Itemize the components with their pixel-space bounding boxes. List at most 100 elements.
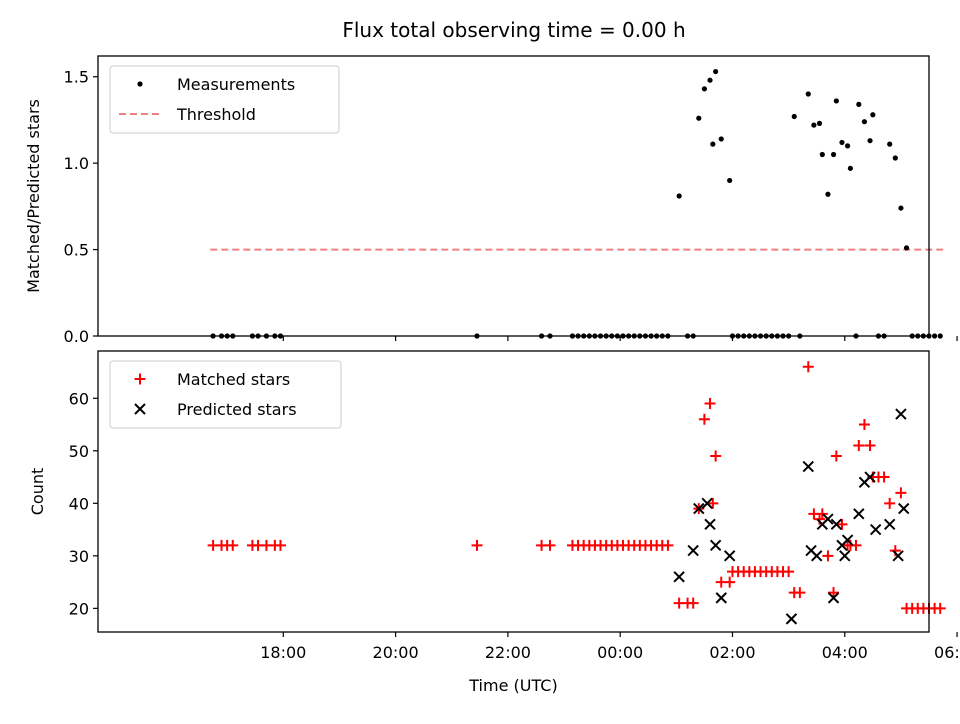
matched-stars-point [830, 450, 842, 462]
panel-count [93, 350, 958, 637]
panel-ratio [93, 55, 958, 341]
y-tick-label: 1.5 [64, 68, 89, 87]
y-tick-label: 1.0 [64, 154, 89, 173]
measurement-point [816, 120, 823, 127]
legend-box [109, 360, 342, 429]
matched-stars-point [822, 550, 834, 562]
x-axis-label: Time (UTC) [468, 676, 557, 695]
measurement-point [856, 101, 862, 107]
legend-label: Predicted stars [177, 400, 297, 419]
measurement-point [887, 141, 893, 147]
measurement-point [825, 191, 831, 197]
legend-marker-measurement [137, 81, 143, 87]
measurement-point [847, 165, 853, 171]
predicted-stars-point [869, 523, 882, 536]
y-tick-label: 50 [69, 442, 89, 461]
predicted-stars-point [853, 508, 865, 520]
predicted-stars-point [687, 544, 699, 557]
matched-stars-point [794, 587, 806, 599]
y-tick-label: 20 [69, 599, 89, 618]
measurement-point [791, 113, 797, 120]
measurement-point [819, 151, 825, 158]
predicted-stars-point [693, 502, 705, 515]
matched-stars-point [227, 539, 239, 551]
predicted-stars-point [883, 518, 896, 531]
predicted-stars-point [898, 502, 910, 515]
predicted-stars-point [827, 592, 840, 604]
measurement-point [830, 151, 837, 158]
matched-stars-point [828, 587, 840, 599]
axes-frame [97, 350, 930, 633]
predicted-stars-point [822, 513, 834, 525]
matched-stars-point [878, 471, 890, 483]
x-tick-label: 02:00 [709, 643, 755, 662]
y-tick-label: 30 [69, 547, 89, 566]
predicted-stars-point [701, 497, 713, 510]
measurement-point [844, 143, 851, 149]
axes-frame [97, 55, 930, 337]
y-tick-label: 0.5 [64, 241, 89, 260]
matched-stars-point [783, 566, 795, 578]
predicted-stars-point [839, 550, 851, 562]
measurement-point [805, 91, 811, 97]
matched-stars-point [884, 497, 896, 509]
matched-stars-point [707, 497, 719, 509]
matched-stars-point [274, 539, 286, 551]
measurement-point [811, 122, 817, 128]
predicted-stars-point [892, 550, 904, 562]
matched-stars-point [858, 419, 870, 431]
predicted-stars-point [830, 518, 843, 531]
y-tick-label: 0.0 [64, 327, 89, 346]
predicted-stars-point [785, 613, 798, 625]
predicted-stars-point [673, 571, 685, 583]
measurement-point [861, 119, 868, 125]
legend-marker-predicted [134, 403, 146, 415]
x-tick-label: 20:00 [373, 643, 419, 662]
predicted-stars-point [715, 592, 727, 604]
measurement-point [932, 333, 938, 339]
matched-stars-point [802, 361, 814, 373]
matched-stars-point [544, 539, 556, 551]
legend-label: Measurements [177, 75, 295, 94]
measurement-point [676, 193, 682, 199]
measurement-point [937, 333, 943, 339]
legend-label: Matched stars [177, 370, 290, 389]
x-tick-label: 04:00 [822, 643, 868, 662]
matched-stars-point [895, 487, 907, 499]
x-tick-label: 22:00 [485, 643, 531, 662]
measurement-point [867, 138, 873, 144]
predicted-stars-point [841, 534, 854, 546]
measurement-point [696, 115, 702, 121]
matched-stars-point [687, 597, 699, 609]
predicted-stars-point [723, 550, 736, 562]
measurement-point [718, 136, 724, 142]
predicted-stars-point [864, 471, 876, 483]
y-tick-label: 40 [69, 494, 89, 513]
measurement-point [839, 139, 845, 146]
predicted-stars-point [709, 539, 722, 552]
measurement-point [710, 141, 716, 147]
matched-stars-point [850, 539, 862, 551]
measurement-point [870, 112, 876, 118]
measurement-point [707, 77, 713, 83]
measurement-point [892, 155, 898, 161]
measurement-point [727, 177, 733, 184]
matched-stars-point [836, 518, 848, 530]
y-axis-label: Count [28, 468, 47, 516]
measurement-point [713, 68, 719, 75]
chart-title: Flux total observing time = 0.00 h [342, 18, 686, 42]
x-tick-label: 06:00 [934, 643, 960, 662]
matched-stars-point [864, 440, 876, 452]
predicted-stars-point [704, 518, 716, 531]
y-axis-label: Matched/Predicted stars [24, 99, 43, 293]
matched-stars-point [662, 539, 674, 551]
predicted-stars-point [802, 460, 814, 473]
measurement-point [701, 86, 708, 92]
matched-stars-point [724, 576, 736, 588]
legend-box [109, 65, 340, 134]
x-tick-label: 18:00 [260, 643, 306, 662]
matched-stars-point [704, 398, 716, 410]
matched-stars-point [934, 602, 946, 614]
